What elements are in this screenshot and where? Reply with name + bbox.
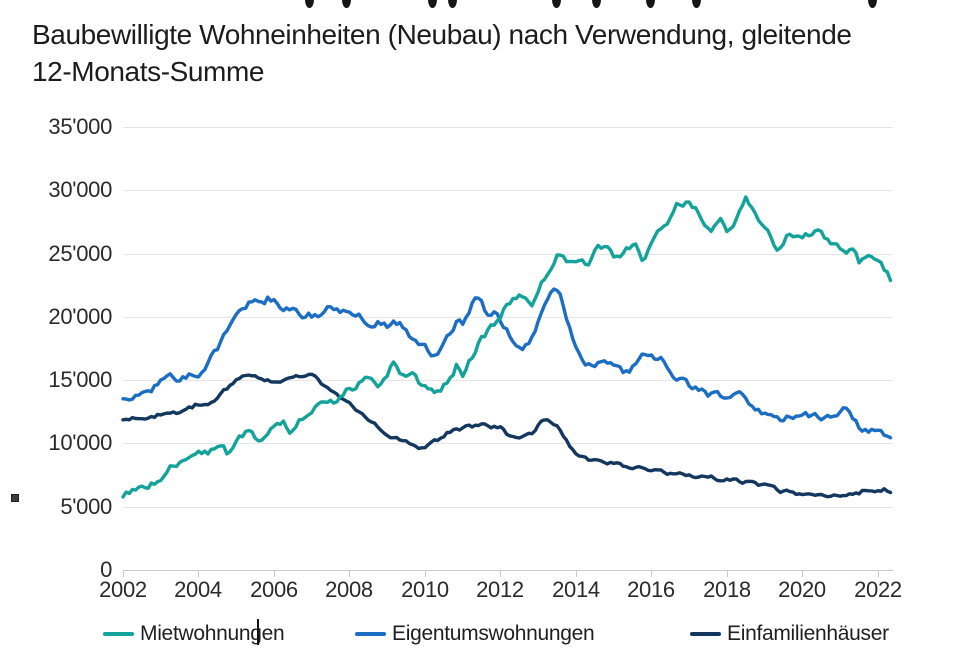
cropped-heading-fragment [342,0,351,8]
x-axis-tick [274,570,275,577]
legend-swatch-einfamilienhaeuser [690,632,721,636]
x-tick-label: 2010 [401,577,449,602]
y-tick-label: 10'000 [48,430,112,455]
x-tick-label: 2012 [476,577,524,602]
y-tick-label: 15'000 [48,367,112,392]
y-tick-label: 30'000 [48,177,112,202]
gridline [123,507,893,508]
x-tick-label: 2002 [99,577,147,602]
x-axis-tick [425,570,426,577]
x-tick-label: 2020 [778,577,826,602]
x-axis-line [123,570,893,571]
x-tick-label: 2008 [325,577,373,602]
legend-item-eigentumswohnungen: Eigentumswohnungen [355,620,595,648]
gridline [123,127,893,128]
y-tick-label: 5'000 [60,494,112,519]
chart-subtitle: Baubewilligte Wohneinheiten (Neubau) nac… [32,16,937,90]
cropped-heading-fragment [552,0,561,8]
x-tick-label: 2006 [250,577,298,602]
x-axis-tick [123,570,124,577]
cropped-heading [0,0,960,12]
chart-subtitle-line2: 12-Monats-Summe [32,56,265,87]
cropped-heading-fragment [428,0,437,8]
y-tick-label: 20'000 [48,304,112,329]
text-caret [257,619,259,645]
x-axis-tick [802,570,803,577]
cropped-heading-fragment [646,0,655,8]
x-axis-tick [349,570,350,577]
legend-label-eigentumswohnungen[interactable]: Eigentumswohnungen [392,622,595,645]
x-tick-label: 2004 [174,577,222,602]
cropped-heading-fragment [592,0,601,8]
y-tick-label: 35'000 [48,114,112,139]
x-tick-label: 2022 [854,577,902,602]
cropped-heading-fragment [868,0,877,8]
x-tick-label: 2016 [627,577,675,602]
gridline [123,443,893,444]
gridline [123,317,893,318]
x-axis-tick [727,570,728,577]
gridline [123,380,893,381]
legend-label-einfamilienhaeuser[interactable]: Einfamilienhäuser [727,622,889,645]
legend-item-mietwohnungen: Mietwohnungen [103,620,285,648]
x-tick-label: 2018 [703,577,751,602]
stray-marker [11,494,19,502]
cropped-heading-fragment [692,0,701,8]
x-axis-tick [198,570,199,577]
legend-swatch-mietwohnungen [103,632,134,636]
chart-subtitle-line1: Baubewilligte Wohneinheiten (Neubau) nac… [32,19,852,50]
cropped-heading-fragment [448,0,457,8]
y-tick-label: 25'000 [48,241,112,266]
x-axis-tick [878,570,879,577]
x-tick-label: 2014 [552,577,600,602]
legend-label-mietwohnungen[interactable]: Mietwohnungen [140,622,285,645]
x-axis-tick [500,570,501,577]
x-axis-tick [576,570,577,577]
y-tick-label: 0 [100,557,112,582]
x-axis-tick [651,570,652,577]
legend-swatch-eigentumswohnungen [355,632,386,636]
gridline [123,254,893,255]
cropped-heading-fragment [305,0,314,8]
legend-item-einfamilienhaeuser: Einfamilienhäuser [690,620,889,648]
gridline [123,190,893,191]
legend: Mietwohnungen Eigentumswohnungen Einfami… [0,619,960,650]
